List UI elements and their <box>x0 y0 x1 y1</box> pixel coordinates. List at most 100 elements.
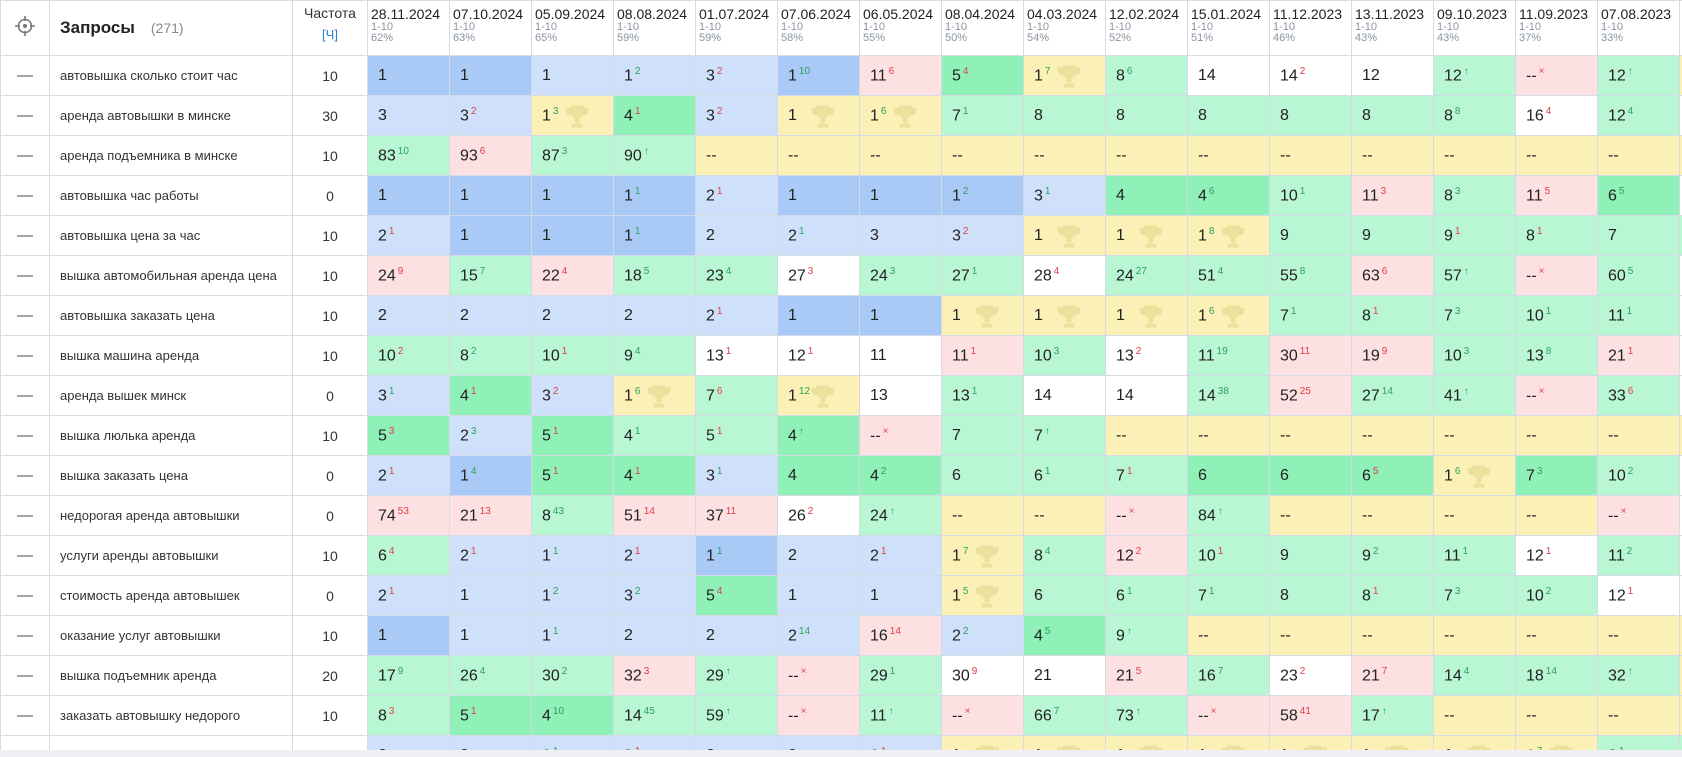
position-change: 4 <box>1627 105 1634 117</box>
position: 51 <box>624 507 642 525</box>
remove-button[interactable]: — <box>0 615 50 656</box>
position: 22 <box>542 267 560 285</box>
position: -- <box>788 667 799 685</box>
position-change: 25 <box>1299 385 1311 397</box>
date-header[interactable]: 05.09.2024 1-10 65% <box>531 0 614 56</box>
position-cell: 6 <box>1023 575 1106 616</box>
remove-button[interactable]: — <box>0 215 50 256</box>
position: 7 <box>952 107 961 125</box>
remove-button[interactable]: — <box>0 175 50 216</box>
position: -- <box>1280 626 1291 644</box>
query-row: — автовышка заказать цена 10 2 2 2 2 2 1 1 1 1 1 1 1 6 7… <box>0 295 1682 336</box>
position-cell: 13 2 <box>1105 335 1188 376</box>
remove-button[interactable]: — <box>0 535 50 576</box>
position: -- <box>1444 506 1455 524</box>
position: 10 <box>1608 467 1626 485</box>
query-row: — автовышка аренда цена за смену 10 2 2 2 1 3 1 2… <box>0 735 1682 757</box>
position-change: 5 <box>643 265 650 277</box>
query: заказать автовышку недорого <box>49 695 293 736</box>
query-row: — недорогая аренда автовышки 0 74 53 21 13 8 43 5… <box>0 495 1682 536</box>
position: 3 <box>952 227 961 245</box>
remove-button[interactable]: — <box>0 95 50 136</box>
position-change: 3 <box>561 145 568 157</box>
remove-button[interactable]: — <box>0 255 50 296</box>
position: -- <box>1444 146 1455 164</box>
remove-button[interactable]: — <box>0 335 50 376</box>
position: 51 <box>1198 267 1216 285</box>
position: 24 <box>378 267 396 285</box>
position-cell: 7 ↑ <box>1023 415 1106 456</box>
position-cell: 1 <box>941 295 1024 336</box>
position-change: 3 <box>807 265 814 277</box>
position: 4 <box>1116 186 1125 204</box>
remove-button[interactable]: — <box>0 135 50 176</box>
date-header[interactable]: 01.07.2024 1-10 59% <box>695 0 778 56</box>
position-cell: 2 <box>777 735 860 750</box>
settings-icon[interactable] <box>0 0 50 56</box>
remove-button[interactable]: — <box>0 575 50 616</box>
query-row: — стоимость аренда автовышек 0 2 1 1 1 2 3 2 5 4 1 1 1… <box>0 575 1682 616</box>
remove-button[interactable]: — <box>0 655 50 696</box>
top-percent: 43% <box>1437 32 1460 44</box>
query: аренда вышек минск <box>49 375 293 416</box>
remove-button[interactable]: — <box>0 495 50 536</box>
position-cell: 14 4 <box>1433 655 1516 696</box>
position: 3 <box>542 387 551 405</box>
position-cell: -- <box>941 135 1024 176</box>
position-cell: 10 3 <box>1023 335 1106 376</box>
date-header[interactable]: 15.01.2024 1-10 51% <box>1187 0 1270 56</box>
remove-button[interactable]: — <box>0 375 50 416</box>
remove-button[interactable]: — <box>0 55 50 96</box>
position-change: 3 <box>889 265 896 277</box>
date-header[interactable]: 06.05.2024 1-10 55% <box>859 0 942 56</box>
date-header[interactable]: 07.10.2024 1-10 63% <box>449 0 532 56</box>
date-header[interactable]: 07.06.2024 1-10 58% <box>777 0 860 56</box>
position-change: ↑ <box>1217 505 1223 517</box>
date-header[interactable]: 08.04.2024 1-10 50% <box>941 0 1024 56</box>
position-cell: -- <box>1351 415 1434 456</box>
position-change: 2 <box>1545 585 1552 597</box>
position-cell: 16 7 <box>1187 655 1270 696</box>
position-cell: 1 <box>777 575 860 616</box>
position-change: 27 <box>1135 265 1147 277</box>
date-header[interactable]: 04.03.2024 1-10 54% <box>1023 0 1106 56</box>
position: 6 <box>1608 187 1617 205</box>
date-header[interactable]: 08.08.2024 1-10 59% <box>613 0 696 56</box>
date-header[interactable]: 13.11.2023 1-10 43% <box>1351 0 1434 56</box>
position-cell: 2 <box>367 295 450 336</box>
position-change: 1 <box>970 345 977 357</box>
position-cell: 90 ↑ <box>613 135 696 176</box>
position: 4 <box>542 707 551 725</box>
query-row: — оказание услуг автовышки 10 1 1 1 1 2 2 2 14 16 14… <box>0 615 1682 656</box>
date-header[interactable]: 09.10.2023 1-10 43% <box>1433 0 1516 56</box>
date-header[interactable]: 07.08.2023 1-10 33% <box>1597 0 1680 56</box>
position-cell: -- <box>941 495 1024 536</box>
date-header[interactable]: 11.12.2023 1-10 46% <box>1269 0 1352 56</box>
date-header[interactable]: 11.09.2023 1-10 37% <box>1515 0 1598 56</box>
date-header[interactable]: 12.02.2024 1-10 52% <box>1105 0 1188 56</box>
position-change: 1 <box>971 265 978 277</box>
position-cell: 74 53 <box>367 495 450 536</box>
remove-button[interactable]: — <box>0 295 50 336</box>
date: 05.09.2024 <box>535 6 606 22</box>
position-change: 1 <box>634 225 641 237</box>
position: 1 <box>1444 467 1453 485</box>
position: 14 <box>624 707 642 725</box>
frequency: 10 <box>292 135 368 176</box>
remove-button[interactable]: — <box>0 695 50 736</box>
position: 87 <box>542 147 560 165</box>
freq-mode[interactable]: [Ч] <box>322 27 338 42</box>
position: -- <box>1444 706 1455 724</box>
position: 24 <box>870 267 888 285</box>
remove-button[interactable]: — <box>0 455 50 496</box>
position: 2 <box>460 746 469 757</box>
date: 06.05.2024 <box>863 6 934 22</box>
position-change: 2 <box>1299 665 1306 677</box>
position: 2 <box>706 226 715 244</box>
remove-button[interactable]: — <box>0 415 50 456</box>
remove-button[interactable]: — <box>0 735 50 750</box>
date-header[interactable]: 28.11.2024 1-10 62% <box>367 0 450 56</box>
